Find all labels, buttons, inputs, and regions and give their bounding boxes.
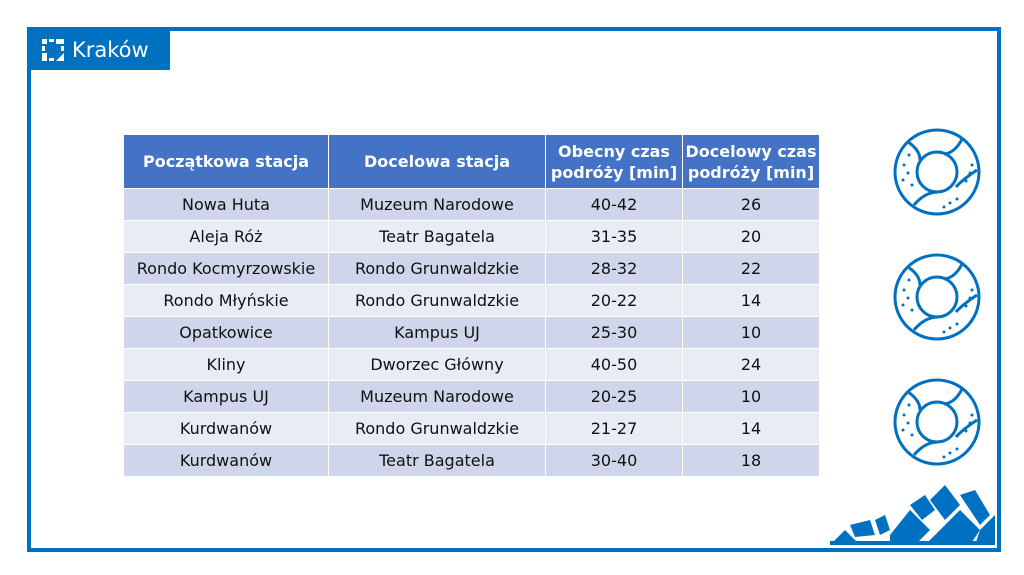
cell-target-time: 14 xyxy=(682,284,820,317)
cell-destination-station: Rondo Grunwaldzkie xyxy=(328,412,546,445)
cell-destination-station: Dworzec Główny xyxy=(328,348,546,381)
cell-destination-station: Kampus UJ xyxy=(328,316,546,349)
krakow-logo: Kraków xyxy=(30,30,170,70)
table-row: Opatkowice Kampus UJ 25-30 10 xyxy=(124,316,820,349)
cell-current-time: 20-22 xyxy=(545,284,683,317)
table-row: Rondo Młyńskie Rondo Grunwaldzkie 20-22 14 xyxy=(124,284,820,317)
travel-time-table: Początkowa stacja Docelowa stacja Obecny… xyxy=(124,135,820,476)
table-row: Nowa Huta Muzeum Narodowe 40-42 26 xyxy=(124,188,820,221)
cell-start-station: Rondo Młyńskie xyxy=(124,284,329,317)
cell-destination-station: Muzeum Narodowe xyxy=(328,188,546,221)
cell-target-time: 10 xyxy=(682,380,820,413)
cell-current-time: 20-25 xyxy=(545,380,683,413)
cell-destination-station: Muzeum Narodowe xyxy=(328,380,546,413)
logo-text: Kraków xyxy=(72,38,149,62)
table-row: Kurdwanów Rondo Grunwaldzkie 21-27 14 xyxy=(124,412,820,445)
header-target-time: Docelowy czas podróży [min] xyxy=(682,135,820,189)
cell-start-station: Kurdwanów xyxy=(124,444,329,476)
cell-current-time: 21-27 xyxy=(545,412,683,445)
table-header-row: Początkowa stacja Docelowa stacja Obecny… xyxy=(124,135,820,189)
cell-current-time: 40-50 xyxy=(545,348,683,381)
cell-target-time: 10 xyxy=(682,316,820,349)
cell-destination-station: Rondo Grunwaldzkie xyxy=(328,252,546,285)
obwarzanek-icon xyxy=(893,378,981,466)
cell-target-time: 26 xyxy=(682,188,820,221)
header-start-station: Początkowa stacja xyxy=(124,135,329,189)
cell-start-station: Kliny xyxy=(124,348,329,381)
city-skyline-decoration xyxy=(830,485,995,545)
header-destination-station: Docelowa stacja xyxy=(328,135,546,189)
table-row: Rondo Kocmyrzowskie Rondo Grunwaldzkie 28-… xyxy=(124,252,820,285)
cell-destination-station: Teatr Bagatela xyxy=(328,220,546,253)
cell-start-station: Opatkowice xyxy=(124,316,329,349)
cell-current-time: 40-42 xyxy=(545,188,683,221)
obwarzanek-icon xyxy=(893,128,981,216)
table-row: Aleja Róż Teatr Bagatela 31-35 20 xyxy=(124,220,820,253)
table-row: Kampus UJ Muzeum Narodowe 20-25 10 xyxy=(124,380,820,413)
cell-current-time: 25-30 xyxy=(545,316,683,349)
cell-current-time: 30-40 xyxy=(545,444,683,476)
cell-start-station: Nowa Huta xyxy=(124,188,329,221)
cell-start-station: Kurdwanów xyxy=(124,412,329,445)
slide-frame xyxy=(27,27,1001,552)
cell-start-station: Kampus UJ xyxy=(124,380,329,413)
obwarzanek-icon xyxy=(893,253,981,341)
cell-current-time: 31-35 xyxy=(545,220,683,253)
cell-destination-station: Teatr Bagatela xyxy=(328,444,546,476)
cell-current-time: 28-32 xyxy=(545,252,683,285)
table-row: Kurdwanów Teatr Bagatela 30-40 18 xyxy=(124,444,820,476)
cell-start-station: Aleja Róż xyxy=(124,220,329,253)
table-row: Kliny Dworzec Główny 40-50 24 xyxy=(124,348,820,381)
krakow-logo-icon xyxy=(42,39,64,61)
header-current-time: Obecny czas podróży [min] xyxy=(545,135,683,189)
cell-start-station: Rondo Kocmyrzowskie xyxy=(124,252,329,285)
cell-target-time: 18 xyxy=(682,444,820,476)
cell-target-time: 24 xyxy=(682,348,820,381)
cell-target-time: 20 xyxy=(682,220,820,253)
cell-target-time: 22 xyxy=(682,252,820,285)
cell-target-time: 14 xyxy=(682,412,820,445)
cell-destination-station: Rondo Grunwaldzkie xyxy=(328,284,546,317)
